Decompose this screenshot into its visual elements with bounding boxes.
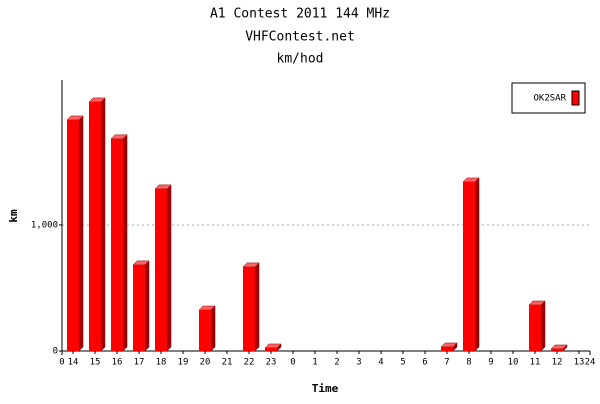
x-tick-label: 13 [574, 358, 585, 368]
x-tick-label: 0 [290, 358, 295, 368]
x-tick-label: 9 [488, 358, 493, 368]
x-tick-label: 0 [59, 358, 64, 368]
legend-label: OK2SAR [533, 94, 566, 104]
bar-face [463, 181, 475, 351]
bar-side [540, 300, 546, 352]
chart-subtitle: VHFContest.net [245, 30, 355, 45]
bar [66, 115, 84, 352]
bar-face [265, 347, 277, 351]
bar-side [122, 134, 128, 352]
bar-face [199, 310, 211, 351]
x-tick-label: 11 [530, 358, 541, 368]
x-tick-label: 24 [585, 358, 596, 368]
chart-subtitle: km/hod [277, 52, 324, 67]
legend-swatch [571, 90, 580, 106]
bar [154, 184, 172, 352]
x-tick-label: 2 [334, 358, 339, 368]
x-tick-label: 16 [112, 358, 123, 368]
y-tick-label: 0 [53, 347, 58, 357]
bar-side [144, 260, 150, 352]
bar-side [474, 177, 480, 352]
x-axis-label: Time [312, 382, 339, 395]
bar [264, 343, 282, 352]
y-tick-label: 1,000 [31, 220, 58, 230]
x-tick-label: 10 [508, 358, 519, 368]
bar-side [254, 262, 260, 352]
bar [440, 342, 458, 352]
bar-side [210, 305, 216, 352]
bar-face [89, 101, 101, 351]
x-tick-label: 6 [422, 358, 427, 368]
bar-face [529, 304, 541, 351]
bar [132, 260, 150, 352]
bar [242, 262, 260, 352]
bar-face [243, 266, 255, 351]
x-tick-label: 19 [178, 358, 189, 368]
bar [528, 300, 546, 352]
x-tick-label: 12 [552, 358, 563, 368]
x-tick-label: 14 [68, 358, 79, 368]
bar-face [111, 138, 123, 351]
bar [110, 134, 128, 352]
bar-side [100, 97, 106, 352]
x-tick-label: 22 [244, 358, 255, 368]
bar [462, 177, 480, 352]
bar [198, 305, 216, 352]
x-tick-label: 7 [444, 358, 449, 368]
x-tick-label: 23 [266, 358, 277, 368]
bar [550, 344, 568, 352]
chart-title: A1 Contest 2011 144 MHz [210, 7, 390, 22]
x-tick-label: 1 [312, 358, 317, 368]
bar-face [133, 264, 145, 351]
x-tick-label: 17 [134, 358, 145, 368]
x-tick-label: 20 [200, 358, 211, 368]
bar-side [78, 115, 84, 352]
bar-side [166, 184, 172, 352]
bar-face [551, 348, 563, 351]
x-tick-label: 21 [222, 358, 233, 368]
bar-face [155, 188, 167, 351]
x-tick-label: 8 [466, 358, 471, 368]
x-tick-label: 4 [378, 358, 383, 368]
bar-face [67, 119, 79, 351]
x-tick-label: 3 [356, 358, 361, 368]
bar [88, 97, 106, 352]
x-tick-label: 18 [156, 358, 167, 368]
y-axis-label: km [7, 209, 20, 223]
bar-face [441, 346, 453, 351]
x-tick-label: 15 [90, 358, 101, 368]
x-tick-label: 5 [400, 358, 405, 368]
